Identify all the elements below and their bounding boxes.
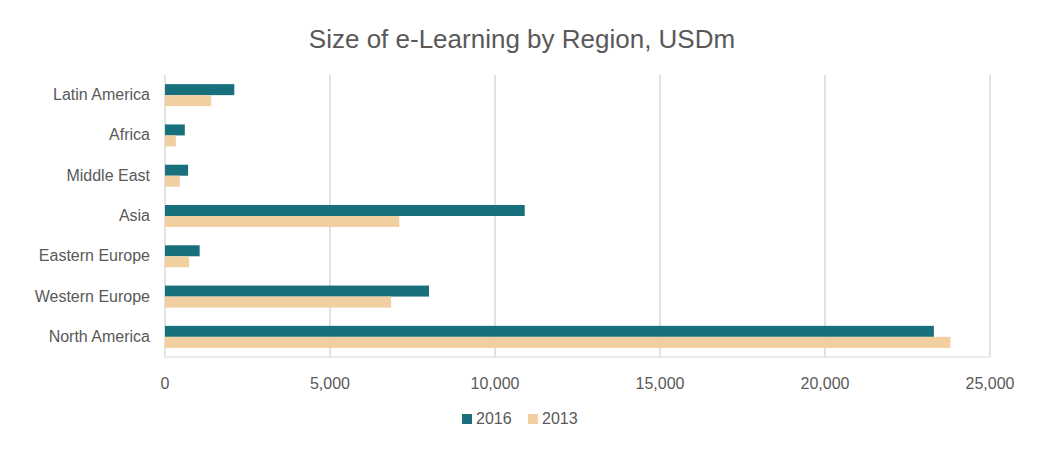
bar xyxy=(165,337,950,348)
bar xyxy=(165,176,180,187)
tick-label: 25,000 xyxy=(966,375,1015,392)
tick-label: 15,000 xyxy=(636,375,685,392)
category-label: Latin America xyxy=(53,86,150,103)
legend-swatch xyxy=(462,414,472,424)
bar xyxy=(165,297,391,308)
bars xyxy=(165,84,950,348)
category-label: Eastern Europe xyxy=(39,247,150,264)
title: Size of e-Learning by Region, USDm xyxy=(309,24,735,54)
bar xyxy=(165,84,234,95)
grid-line xyxy=(989,75,991,357)
bar xyxy=(165,245,200,256)
legend-label: 2016 xyxy=(476,410,512,427)
legend-swatch xyxy=(528,414,538,424)
bar xyxy=(165,165,188,176)
category-label: Africa xyxy=(109,126,150,143)
grid-line xyxy=(824,75,826,357)
category-label: North America xyxy=(49,328,150,345)
bar xyxy=(165,256,189,267)
bar xyxy=(165,95,211,106)
bar xyxy=(165,124,185,135)
bar xyxy=(165,286,429,297)
tick-label: 20,000 xyxy=(801,375,850,392)
bar xyxy=(165,205,525,216)
category-label: Western Europe xyxy=(35,288,150,305)
bar xyxy=(165,216,399,227)
tick-label: 5,000 xyxy=(310,375,350,392)
grid-line xyxy=(659,75,661,357)
category-label: Middle East xyxy=(66,167,150,184)
chart: Size of e-Learning by Region, USDm 0 5,000… xyxy=(0,0,1045,450)
bar xyxy=(165,326,934,337)
tick-label: 0 xyxy=(161,375,170,392)
axis-line xyxy=(165,357,990,358)
legend-label: 2013 xyxy=(542,410,578,427)
category-label: Asia xyxy=(119,207,150,224)
tick-label: 10,000 xyxy=(471,375,520,392)
bar xyxy=(165,135,176,146)
